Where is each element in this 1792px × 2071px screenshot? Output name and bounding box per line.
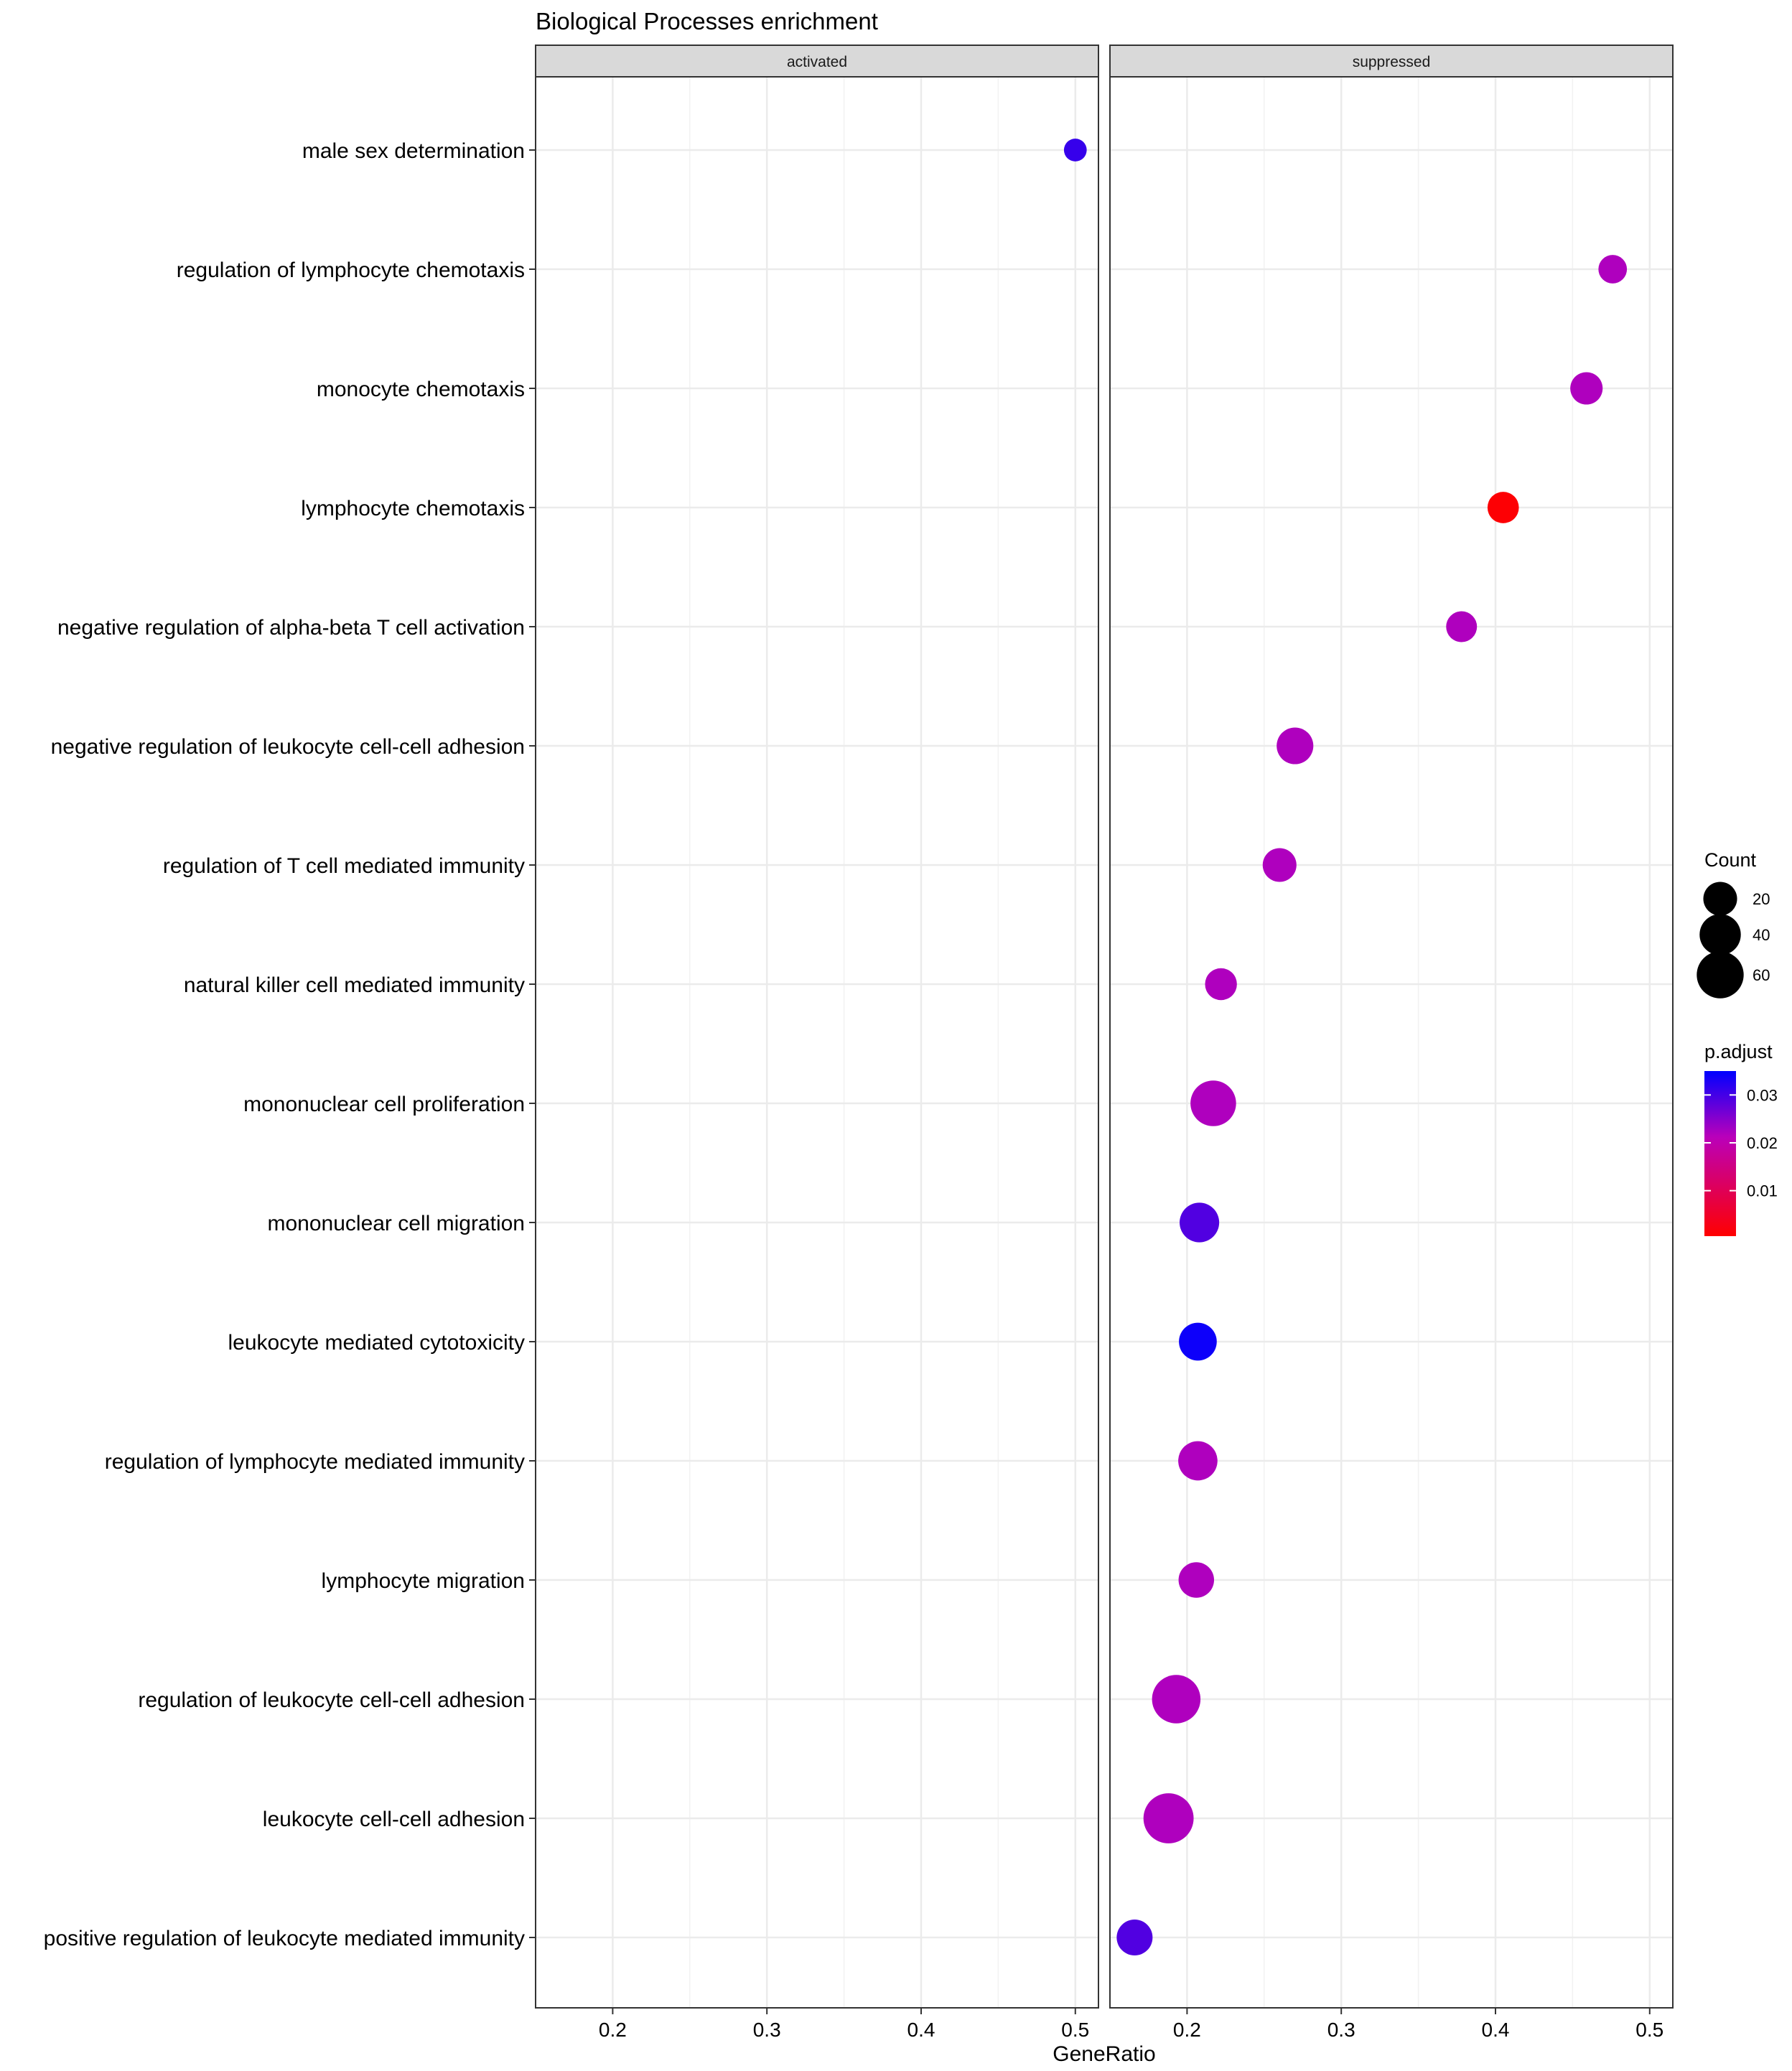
- y-tick-label: leukocyte cell-cell adhesion: [263, 1808, 525, 1831]
- size-legend-label: 40: [1753, 926, 1770, 944]
- data-point: [1179, 1322, 1217, 1361]
- y-tick-label: regulation of leukocyte cell-cell adhesi…: [138, 1688, 525, 1712]
- x-tick-label: 0.5: [1061, 2019, 1089, 2041]
- data-point: [1190, 1080, 1236, 1126]
- x-tick-label: 0.3: [753, 2019, 781, 2041]
- data-point: [1180, 1202, 1220, 1243]
- x-tick-label: 0.2: [599, 2019, 627, 2041]
- y-tick-label: leukocyte mediated cytotoxicity: [228, 1331, 525, 1355]
- x-tick-label: 0.3: [1327, 2019, 1355, 2041]
- y-tick-label: male sex determination: [302, 139, 525, 163]
- facet-strip: [535, 45, 1099, 78]
- panel-border: [1109, 76, 1674, 2009]
- size-legend-key: [1703, 882, 1737, 916]
- x-tick-label: 0.2: [1173, 2019, 1201, 2041]
- color-legend-label: 0.02: [1747, 1134, 1778, 1152]
- data-point: [1262, 848, 1297, 882]
- size-legend-key: [1699, 914, 1741, 955]
- data-point: [1446, 611, 1478, 642]
- y-tick-label: regulation of lymphocyte mediated immuni…: [105, 1450, 525, 1474]
- color-legend-title: p.adjust: [1704, 1041, 1773, 1062]
- y-tick-label: regulation of T cell mediated immunity: [163, 854, 525, 878]
- y-tick-label: lymphocyte chemotaxis: [301, 497, 525, 520]
- x-tick-label: 0.4: [907, 2019, 935, 2041]
- facet-strip-label: suppressed: [1353, 54, 1431, 70]
- y-tick-label: monocyte chemotaxis: [317, 378, 525, 401]
- data-point: [1063, 139, 1087, 162]
- y-tick-label: mononuclear cell migration: [267, 1212, 525, 1235]
- data-point: [1178, 1441, 1218, 1481]
- panel-border: [535, 76, 1099, 2009]
- x-axis-label: GeneRatio: [1053, 2042, 1155, 2066]
- data-point: [1487, 492, 1519, 523]
- x-tick-label: 0.4: [1482, 2019, 1510, 2041]
- size-legend-key: [1697, 951, 1744, 999]
- size-legend-title: Count: [1704, 849, 1757, 871]
- y-tick-label: negative regulation of leukocyte cell-ce…: [51, 735, 525, 759]
- color-legend-bar: [1704, 1071, 1736, 1236]
- color-legend-label: 0.03: [1747, 1086, 1778, 1104]
- data-point: [1205, 968, 1237, 1001]
- data-point: [1277, 727, 1314, 765]
- data-point: [1570, 372, 1603, 405]
- data-point: [1178, 1562, 1215, 1598]
- facet-strip-label: activated: [787, 54, 847, 70]
- x-tick-label: 0.5: [1635, 2019, 1663, 2041]
- facet-strip: [1109, 45, 1674, 78]
- color-legend-label: 0.01: [1747, 1182, 1778, 1200]
- y-tick-label: mononuclear cell proliferation: [243, 1093, 525, 1116]
- data-point: [1116, 1920, 1153, 1955]
- data-point: [1143, 1793, 1194, 1843]
- chart-title: Biological Processes enrichment: [536, 8, 878, 34]
- data-point: [1598, 255, 1628, 284]
- y-tick-label: lymphocyte migration: [322, 1569, 525, 1593]
- y-tick-label: regulation of lymphocyte chemotaxis: [177, 258, 525, 282]
- y-tick-label: natural killer cell mediated immunity: [184, 973, 525, 997]
- data-point: [1152, 1675, 1201, 1724]
- size-legend-label: 20: [1753, 890, 1770, 908]
- size-legend-label: 60: [1753, 966, 1770, 984]
- y-tick-label: positive regulation of leukocyte mediate…: [44, 1927, 525, 1950]
- y-tick-label: negative regulation of alpha-beta T cell…: [57, 616, 525, 640]
